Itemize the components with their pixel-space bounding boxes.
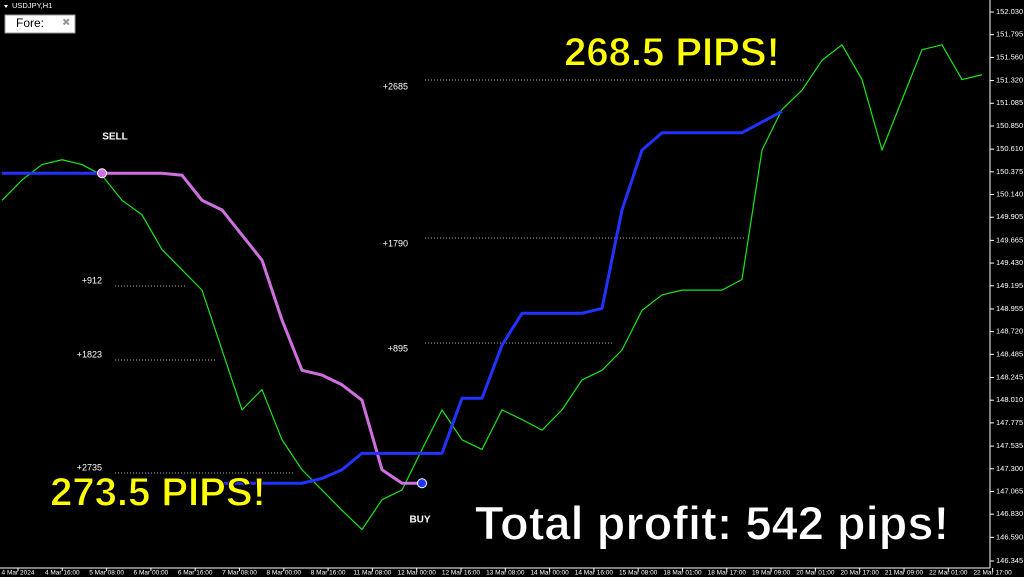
y-tick-label: 149.905 (996, 212, 1023, 221)
headline: 273.5 PIPS! (50, 471, 266, 515)
y-tick-label: 150.140 (996, 190, 1023, 199)
y-tick-label: 151.085 (996, 98, 1023, 107)
y-tick-label: 149.665 (996, 235, 1023, 244)
x-tick-label: 4 Mar 2024 (2, 570, 35, 577)
y-tick-label: 148.010 (996, 395, 1023, 404)
x-tick-label: 8 Mar 16:00 (311, 570, 346, 577)
y-tick-label: 146.830 (996, 509, 1023, 518)
tab-close[interactable]: ✖ (62, 18, 70, 29)
x-tick-label: 11 Mar 08:00 (353, 570, 391, 577)
x-tick-label: 18 Mar 17:00 (708, 570, 747, 577)
x-tick-label: 12 Mar 16:00 (442, 570, 481, 577)
y-tick-label: 151.320 (996, 76, 1023, 85)
buy-marker (417, 478, 427, 489)
price-line (1, 44, 983, 531)
profit-lines (115, 79, 805, 474)
x-tick-label: 6 Mar 16:00 (178, 570, 213, 577)
headline: Total profit: 542 pips! (475, 496, 949, 549)
y-tick-label: 147.535 (996, 441, 1023, 450)
tab-label: Fore: (16, 16, 44, 30)
chart-title: USDJPY,H1 (12, 1, 52, 10)
x-tick-label: 22 Mar 01:00 (929, 570, 968, 577)
x-tick-label: 8 Mar 00:00 (266, 570, 301, 577)
signal-label: BUY (409, 515, 430, 526)
signal-label: SELL (102, 132, 128, 143)
stop-line (222, 110, 783, 485)
menu-icon (4, 5, 8, 8)
profit-label: +895 (388, 343, 408, 353)
y-tick-label: 148.485 (996, 349, 1023, 358)
x-tick-label: 14 Mar 16:00 (575, 570, 614, 577)
y-tick-label: 148.955 (996, 304, 1023, 313)
y-tick-label: 149.195 (996, 281, 1023, 290)
x-tick-label: 22 Mar 17:00 (973, 570, 1012, 577)
profit-label: +2685 (383, 81, 408, 91)
profit-label: +1790 (383, 238, 408, 248)
profit-label: +2735 (77, 462, 102, 472)
y-tick-label: 147.300 (996, 464, 1023, 473)
x-tick-label: 7 Mar 08:00 (222, 570, 257, 577)
x-tick-label: 21 Mar 09:00 (885, 570, 924, 577)
x-tick-label: 20 Mar 17:00 (841, 570, 880, 577)
indicator-tab[interactable] (4, 14, 76, 34)
profit-label: +1823 (77, 349, 102, 359)
headline: 268.5 PIPS! (564, 31, 780, 75)
x-tick-label: 18 Mar 01:00 (663, 570, 702, 577)
y-tick-label: 147.065 (996, 486, 1023, 495)
y-tick-label: 149.430 (996, 258, 1023, 267)
y-tick-label: 148.720 (996, 327, 1023, 336)
y-tick-label: 151.795 (996, 30, 1023, 39)
y-tick-label: 150.375 (996, 167, 1023, 176)
x-tick-label: 6 Mar 00:00 (134, 570, 169, 577)
sell-marker (97, 168, 107, 179)
stop-line (102, 171, 422, 485)
y-tick-label: 146.590 (996, 532, 1023, 541)
y-tick-label: 150.610 (996, 144, 1023, 153)
y-tick-label: 150.850 (996, 121, 1023, 130)
profit-label: +912 (82, 275, 102, 285)
x-tick-label: 12 Mar 00:00 (398, 570, 437, 577)
y-tick-label: 148.245 (996, 373, 1023, 382)
y-tick-label: 152.030 (996, 7, 1023, 16)
y-tick-label: 147.775 (996, 418, 1023, 427)
x-tick-label: 5 Mar 08:00 (89, 570, 124, 577)
x-tick-label: 13 Mar 08:00 (486, 570, 525, 577)
y-tick-label: 151.560 (996, 52, 1023, 61)
x-tick-label: 20 Mar 01:00 (796, 570, 835, 577)
plot (1, 44, 983, 531)
x-tick-label: 15 Mar 08:00 (619, 570, 658, 577)
y-tick-label: 146.345 (996, 556, 1023, 565)
x-tick-label: 4 Mar 16:00 (45, 570, 80, 577)
x-tick-label: 19 Mar 09:00 (752, 570, 791, 577)
x-tick-label: 14 Mar 00:00 (530, 570, 569, 577)
